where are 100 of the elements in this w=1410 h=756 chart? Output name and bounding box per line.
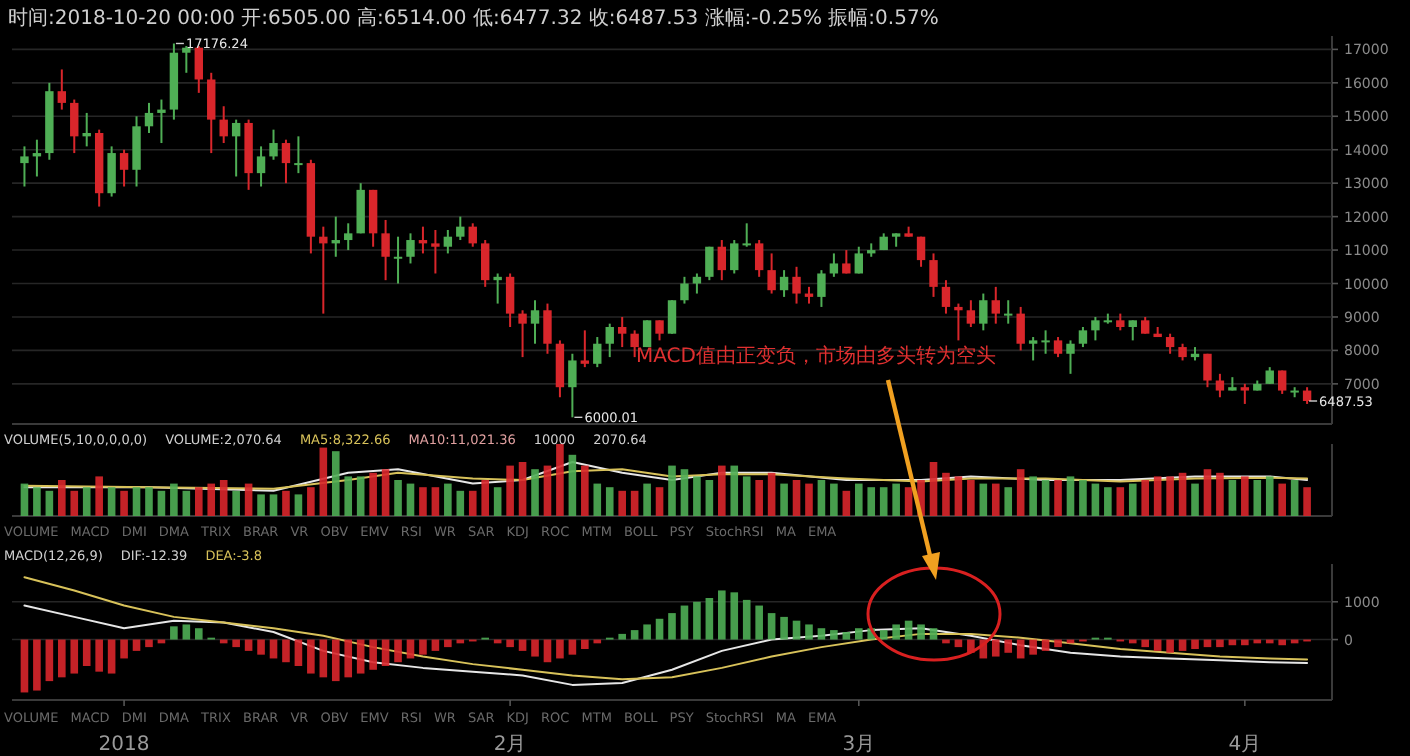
bar [1004, 639, 1013, 653]
bar [991, 639, 1000, 657]
bar [419, 639, 427, 655]
bar [431, 487, 440, 516]
candlestick [954, 302, 963, 342]
candlestick [680, 275, 689, 305]
bar [145, 487, 153, 516]
candlestick [979, 292, 988, 332]
bar [344, 639, 353, 678]
bar [718, 465, 726, 516]
bar [356, 639, 365, 674]
bar [33, 487, 41, 516]
bar [1029, 639, 1037, 655]
bar [929, 462, 938, 516]
bar [232, 639, 240, 648]
candlestick [916, 235, 926, 268]
bar [120, 490, 128, 516]
bar [842, 632, 851, 640]
candlestick [182, 45, 191, 74]
bar [170, 626, 178, 640]
bar [244, 483, 253, 516]
bar [468, 490, 477, 516]
bar [456, 490, 465, 516]
bar [1016, 469, 1025, 516]
bar [381, 639, 390, 666]
candlestick [393, 235, 403, 285]
bar [294, 494, 303, 516]
candlestick [381, 218, 390, 282]
candlestick [692, 272, 702, 295]
bar [655, 618, 664, 640]
bar [1278, 639, 1286, 646]
bar [593, 483, 602, 516]
bar [493, 487, 502, 516]
bar [568, 639, 577, 655]
bar [269, 494, 278, 516]
bar [556, 639, 564, 659]
bar [1241, 639, 1249, 646]
candlestick [207, 71, 216, 155]
bar [307, 639, 315, 674]
bar [481, 480, 490, 516]
candlestick [792, 265, 801, 305]
candlestick [1277, 369, 1287, 395]
bar [431, 639, 440, 651]
bar [742, 476, 751, 516]
candlestick [717, 239, 727, 282]
candlestick [854, 245, 863, 275]
bar [817, 628, 826, 640]
bar [904, 620, 913, 640]
candlestick [481, 239, 490, 288]
bar [954, 476, 963, 516]
bar [170, 483, 178, 516]
bar [1253, 480, 1262, 516]
bar [879, 630, 888, 640]
bar [1265, 476, 1274, 516]
candlestick [1004, 299, 1013, 325]
candlestick [1053, 336, 1063, 359]
candlestick [1128, 319, 1137, 342]
candlestick [431, 229, 440, 275]
bar [1141, 639, 1150, 648]
bar [705, 598, 714, 640]
bar [207, 483, 216, 516]
candlestick [344, 222, 353, 252]
bar [805, 483, 813, 516]
bar [194, 628, 203, 640]
bar [58, 639, 66, 678]
candlestick [630, 329, 639, 359]
bar [45, 639, 54, 682]
bar [755, 480, 763, 516]
bar [1041, 639, 1050, 651]
candlestick [767, 252, 776, 295]
bar [132, 487, 141, 516]
bar [568, 454, 577, 516]
candlestick [555, 339, 565, 399]
candlestick [219, 105, 228, 145]
bar [643, 483, 651, 516]
bar [792, 620, 801, 640]
candlestick [779, 269, 789, 298]
candlestick [941, 279, 951, 315]
bar [1153, 639, 1162, 651]
bar [107, 639, 116, 674]
bar [1054, 480, 1062, 516]
annotation: MACD值由正变负，市场由多头转为空头 [636, 344, 996, 368]
candlestick [642, 319, 652, 349]
candlestick [144, 101, 154, 134]
bar [120, 639, 128, 659]
x-tick-label: 3月 [842, 734, 876, 756]
bar [643, 624, 651, 640]
bar [1128, 483, 1137, 516]
bar [1216, 472, 1224, 516]
bar [331, 451, 340, 516]
candlestick [256, 145, 266, 188]
bar [1054, 639, 1062, 648]
candlestick [1041, 329, 1050, 355]
bar [854, 483, 863, 516]
bar [1091, 483, 1100, 516]
bar [805, 624, 813, 640]
candlestick [157, 98, 166, 145]
candlestick [269, 128, 278, 161]
candlestick [966, 299, 976, 328]
bar [344, 476, 353, 516]
